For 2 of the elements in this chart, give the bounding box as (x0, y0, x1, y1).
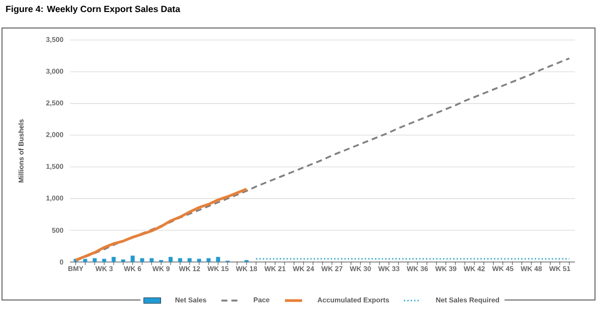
line-series (74, 188, 248, 262)
chart-title: Figure 4: Weekly Corn Export Sales Data (6, 6, 180, 14)
